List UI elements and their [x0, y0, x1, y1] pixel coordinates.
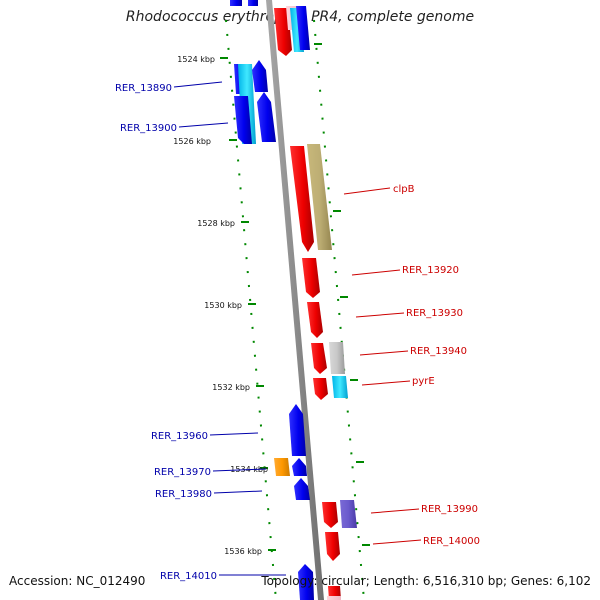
gene-feature-blue[interactable] [296, 6, 310, 50]
gene-label-clpb[interactable]: clpB [393, 184, 415, 195]
leader-line [209, 432, 259, 436]
gene-feature-blue[interactable] [292, 458, 307, 476]
leader-line [355, 312, 405, 318]
gene-feature-khaki[interactable] [307, 144, 332, 250]
leader-line [370, 508, 420, 514]
tick-label: 1536 kbp [224, 547, 262, 556]
tick-label: 1526 kbp [173, 137, 211, 146]
genome-backbone [266, 0, 324, 600]
feature-block-13890 [234, 60, 276, 144]
gene-feature-purple[interactable] [340, 500, 357, 528]
leader-line [213, 490, 263, 494]
tick-label: 1528 kbp [197, 219, 235, 228]
right-leaders [343, 187, 422, 545]
gene-feature-blue[interactable] [257, 92, 276, 142]
leader-line [359, 350, 409, 356]
tick-label: 1532 kbp [212, 383, 250, 392]
gene-label-rer-14010[interactable]: RER_14010 [160, 571, 217, 582]
leader-line [173, 81, 223, 88]
gene-feature-orange[interactable] [274, 458, 290, 476]
gene-label-rer-13920[interactable]: RER_13920 [402, 265, 459, 276]
gene-feature-red[interactable] [311, 343, 327, 374]
gene-feature-pink[interactable] [327, 596, 341, 600]
tick-label: 1524 kbp [177, 55, 215, 64]
gene-feature-red[interactable] [290, 146, 314, 252]
gene-label-rer-13900[interactable]: RER_13900 [120, 123, 177, 134]
tick-label: 1530 kbp [204, 301, 242, 310]
accession-footer: Accession: NC_012490 [9, 574, 146, 588]
leader-line [212, 468, 267, 472]
gene-feature-red[interactable] [307, 302, 323, 338]
leader-line [351, 269, 401, 276]
gene-feature-gray[interactable] [329, 342, 345, 374]
gene-feature-cyan[interactable] [332, 376, 348, 398]
gene-feature-blue[interactable] [294, 478, 310, 500]
gene-label-rer-13960[interactable]: RER_13960 [151, 431, 208, 442]
feature-block-clpb [290, 144, 332, 252]
gene-label-rer-13980[interactable]: RER_13980 [155, 489, 212, 500]
left-leaders [173, 81, 286, 576]
gene-feature-blue[interactable] [298, 564, 314, 600]
gene-label-rer-13990[interactable]: RER_13990 [421, 504, 478, 515]
leader-line [361, 380, 411, 386]
gene-feature-red[interactable] [325, 532, 340, 561]
gene-label-rer-13970[interactable]: RER_13970 [154, 467, 211, 478]
gene-feature-blue[interactable] [248, 0, 258, 6]
gene-feature-red[interactable] [313, 378, 328, 400]
leader-line [178, 122, 229, 128]
gene-label-rer-13940[interactable]: RER_13940 [410, 346, 467, 357]
leader-line [343, 187, 391, 195]
gene-feature-blue[interactable] [252, 60, 268, 92]
gene-label-rer-13890[interactable]: RER_13890 [115, 83, 172, 94]
feature-top-group [230, 0, 310, 56]
gene-feature-blue[interactable] [230, 0, 242, 6]
topology-footer: Topology: circular; Length: 6,516,310 bp… [261, 574, 591, 588]
gene-feature-blue[interactable] [234, 96, 252, 144]
gene-feature-red[interactable] [302, 258, 320, 298]
gene-label-rer-13930[interactable]: RER_13930 [406, 308, 463, 319]
gene-feature-red[interactable] [322, 502, 338, 528]
gene-feature-blue[interactable] [289, 404, 306, 456]
gene-label-rer-14000[interactable]: RER_14000 [423, 536, 480, 547]
leader-line [372, 539, 422, 545]
gene-label-pyre[interactable]: pyrE [412, 376, 435, 387]
